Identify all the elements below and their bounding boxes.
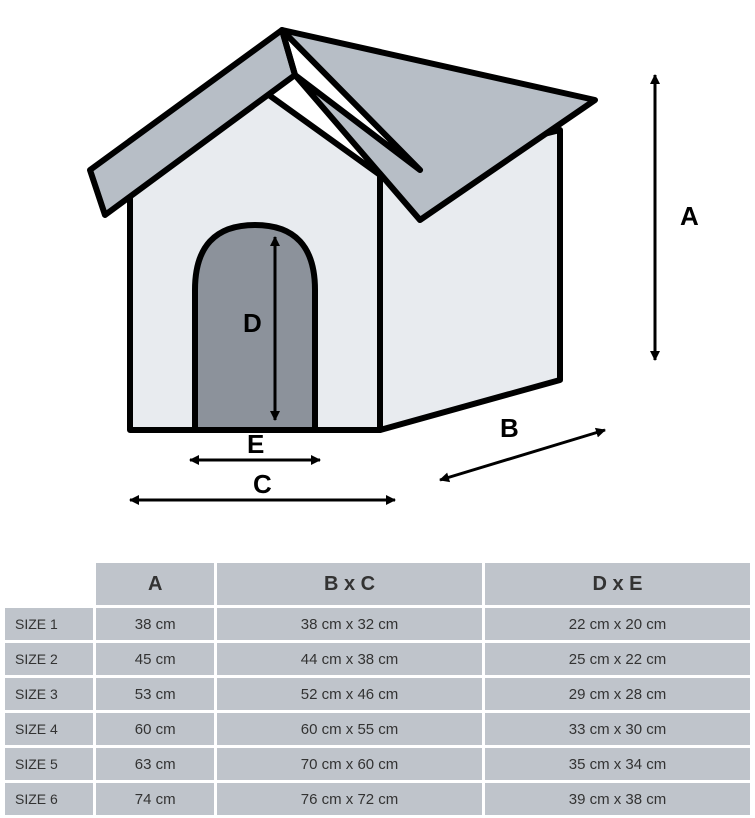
dim-a-cell: 38 cm xyxy=(96,608,214,640)
dimension-label-d: D xyxy=(243,308,262,338)
table-row: SIZE 674 cm76 cm x 72 cm39 cm x 38 cm xyxy=(5,783,750,815)
dim-de-cell: 22 cm x 20 cm xyxy=(485,608,750,640)
header-a: A xyxy=(96,563,214,605)
dim-a-cell: 60 cm xyxy=(96,713,214,745)
header-blank xyxy=(5,563,93,605)
dimension-label-a: A xyxy=(680,201,699,231)
dimension-label-e: E xyxy=(247,429,264,459)
dim-de-cell: 35 cm x 34 cm xyxy=(485,748,750,780)
dim-de-cell: 29 cm x 28 cm xyxy=(485,678,750,710)
dimension-label-b: B xyxy=(500,413,519,443)
dim-a-cell: 74 cm xyxy=(96,783,214,815)
dimension-line-b xyxy=(440,430,605,480)
size-label-cell: SIZE 5 xyxy=(5,748,93,780)
dim-bc-cell: 52 cm x 46 cm xyxy=(217,678,482,710)
table-row: SIZE 245 cm44 cm x 38 cm25 cm x 22 cm xyxy=(5,643,750,675)
dim-de-cell: 39 cm x 38 cm xyxy=(485,783,750,815)
dimension-diagram: A B C E D xyxy=(0,0,755,560)
size-label-cell: SIZE 2 xyxy=(5,643,93,675)
header-bc: B x C xyxy=(217,563,482,605)
size-label-cell: SIZE 4 xyxy=(5,713,93,745)
table-row: SIZE 353 cm52 cm x 46 cm29 cm x 28 cm xyxy=(5,678,750,710)
size-label-cell: SIZE 3 xyxy=(5,678,93,710)
dim-bc-cell: 38 cm x 32 cm xyxy=(217,608,482,640)
header-de: D x E xyxy=(485,563,750,605)
dim-de-cell: 25 cm x 22 cm xyxy=(485,643,750,675)
table-row: SIZE 138 cm38 cm x 32 cm22 cm x 20 cm xyxy=(5,608,750,640)
dim-bc-cell: 60 cm x 55 cm xyxy=(217,713,482,745)
dim-a-cell: 53 cm xyxy=(96,678,214,710)
dim-a-cell: 45 cm xyxy=(96,643,214,675)
dim-a-cell: 63 cm xyxy=(96,748,214,780)
size-label-cell: SIZE 6 xyxy=(5,783,93,815)
dim-bc-cell: 76 cm x 72 cm xyxy=(217,783,482,815)
size-label-cell: SIZE 1 xyxy=(5,608,93,640)
dim-bc-cell: 70 cm x 60 cm xyxy=(217,748,482,780)
table-row: SIZE 460 cm60 cm x 55 cm33 cm x 30 cm xyxy=(5,713,750,745)
dim-de-cell: 33 cm x 30 cm xyxy=(485,713,750,745)
table-row: SIZE 563 cm70 cm x 60 cm35 cm x 34 cm xyxy=(5,748,750,780)
size-table: A B x C D x E SIZE 138 cm38 cm x 32 cm22… xyxy=(2,560,753,818)
dim-bc-cell: 44 cm x 38 cm xyxy=(217,643,482,675)
table-header-row: A B x C D x E xyxy=(5,563,750,605)
dimension-label-c: C xyxy=(253,469,272,499)
